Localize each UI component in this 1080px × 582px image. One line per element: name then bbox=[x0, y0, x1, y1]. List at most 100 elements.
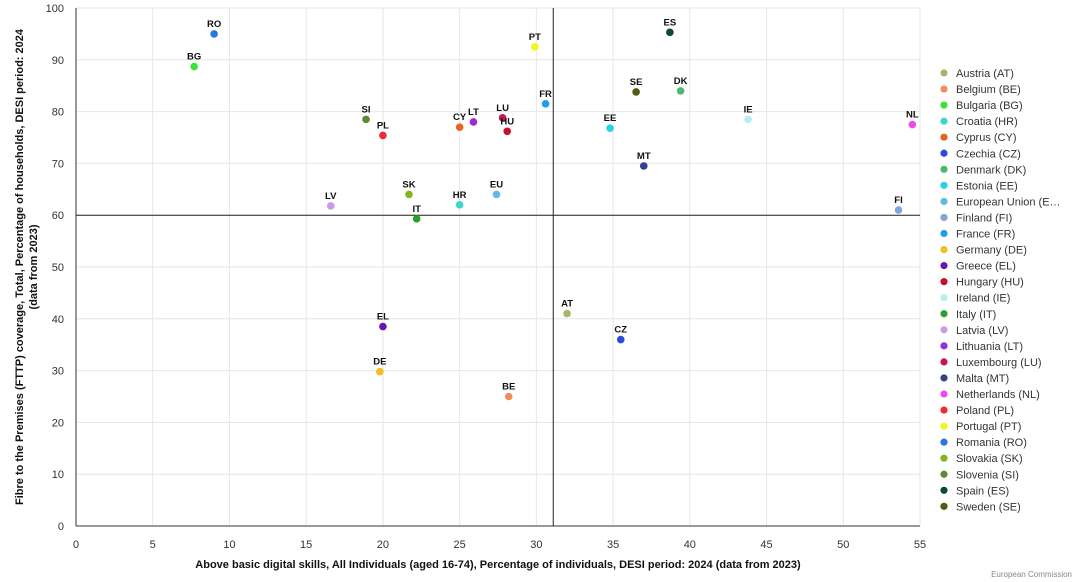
data-point-lu bbox=[498, 114, 507, 122]
legend-item-pt[interactable]: Portugal (PT) bbox=[940, 421, 1021, 433]
legend-item-es[interactable]: Spain (ES) bbox=[940, 485, 1009, 497]
legend-item-lv[interactable]: Latvia (LV) bbox=[940, 325, 1008, 337]
legend-marker bbox=[940, 294, 948, 302]
legend-label: Romania (RO) bbox=[956, 437, 1027, 449]
legend-marker bbox=[940, 149, 948, 157]
x-tick-label: 45 bbox=[760, 539, 772, 551]
data-point-fi bbox=[894, 206, 903, 214]
legend-item-cy[interactable]: Cyprus (CY) bbox=[940, 132, 1017, 144]
point-label-si: SI bbox=[362, 104, 371, 115]
x-axis-ticks: 0 5 10 15 20 25 30 35 40 45 50 55 bbox=[73, 539, 926, 551]
legend-item-sk[interactable]: Slovakia (SK) bbox=[940, 453, 1023, 465]
x-tick-label: 5 bbox=[150, 539, 156, 551]
legend-marker bbox=[940, 229, 948, 238]
legend-marker bbox=[940, 133, 948, 141]
data-point-cy bbox=[455, 123, 464, 131]
point-label-lt: LT bbox=[468, 107, 479, 118]
legend-item-bg[interactable]: Bulgaria (BG) bbox=[940, 100, 1023, 112]
legend-item-fr[interactable]: France (FR) bbox=[940, 229, 1015, 241]
data-point-it bbox=[412, 215, 421, 223]
legend-item-lu[interactable]: Luxembourg (LU) bbox=[940, 357, 1042, 369]
x-tick-label: 50 bbox=[837, 539, 849, 551]
point-label-de: DE bbox=[373, 357, 386, 368]
y-tick-label: 30 bbox=[52, 366, 64, 378]
legend-label: Portugal (PT) bbox=[956, 421, 1021, 433]
legend-item-at[interactable]: Austria (AT) bbox=[940, 68, 1014, 80]
point-label-lv: LV bbox=[325, 191, 337, 202]
legend-label: Malta (MT) bbox=[956, 373, 1009, 385]
x-tick-label: 10 bbox=[223, 539, 235, 551]
x-tick-label: 40 bbox=[684, 539, 696, 551]
legend-item-ro[interactable]: Romania (RO) bbox=[940, 437, 1027, 449]
reference-lines bbox=[76, 8, 920, 526]
source-credit: European Commission bbox=[991, 570, 1072, 579]
legend-marker bbox=[940, 374, 948, 382]
legend-marker bbox=[940, 117, 948, 125]
legend-item-si[interactable]: Slovenia (SI) bbox=[940, 469, 1019, 481]
x-tick-label: 35 bbox=[607, 539, 619, 551]
data-point-dk bbox=[676, 87, 685, 95]
data-points bbox=[190, 28, 917, 401]
legend-item-el[interactable]: Greece (EL) bbox=[940, 261, 1016, 273]
y-axis-title-line-1: Fibre to the Premises (FTTP) coverage, T… bbox=[14, 28, 26, 505]
legend-item-it[interactable]: Italy (IT) bbox=[940, 309, 996, 321]
y-tick-label: 50 bbox=[52, 262, 64, 274]
legend-item-ee[interactable]: Estonia (EE) bbox=[940, 180, 1018, 192]
data-point-es bbox=[666, 28, 674, 37]
point-label-es: ES bbox=[664, 17, 677, 28]
point-label-el: EL bbox=[377, 312, 389, 323]
legend-marker bbox=[940, 85, 948, 93]
legend[interactable]: Austria (AT) Belgium (BE) Bulgaria (BG) Cro… bbox=[940, 68, 1061, 513]
point-label-fr: FR bbox=[539, 89, 552, 100]
x-tick-label: 25 bbox=[454, 539, 466, 551]
point-label-nl: NL bbox=[906, 110, 919, 121]
legend-marker bbox=[940, 438, 948, 446]
point-label-fi: FI bbox=[894, 195, 902, 206]
legend-item-lt[interactable]: Lithuania (LT) bbox=[940, 341, 1023, 353]
legend-item-ie[interactable]: Ireland (IE) bbox=[940, 293, 1010, 305]
legend-item-be[interactable]: Belgium (BE) bbox=[940, 84, 1021, 96]
data-point-hr bbox=[455, 201, 464, 209]
data-point-si bbox=[362, 115, 370, 124]
y-tick-label: 20 bbox=[52, 417, 64, 429]
x-tick-label: 55 bbox=[914, 539, 926, 551]
legend-label: Germany (DE) bbox=[956, 245, 1027, 257]
legend-item-de[interactable]: Germany (DE) bbox=[940, 245, 1027, 257]
legend-label: Sweden (SE) bbox=[956, 501, 1021, 513]
point-label-hr: HR bbox=[453, 190, 467, 201]
legend-item-se[interactable]: Sweden (SE) bbox=[940, 501, 1021, 513]
point-label-ro: RO bbox=[207, 19, 221, 30]
point-label-sk: SK bbox=[402, 179, 415, 190]
legend-item-hr[interactable]: Croatia (HR) bbox=[940, 116, 1018, 128]
x-tick-label: 30 bbox=[530, 539, 542, 551]
data-point-eu bbox=[492, 190, 501, 199]
legend-marker bbox=[940, 406, 948, 414]
legend-item-mt[interactable]: Malta (MT) bbox=[940, 373, 1009, 385]
point-label-eu: EU bbox=[490, 179, 503, 190]
legend-item-eu[interactable]: European Union (E… bbox=[940, 196, 1061, 208]
data-point-pt bbox=[531, 43, 539, 51]
legend-item-cz[interactable]: Czechia (CZ) bbox=[940, 148, 1021, 160]
data-point-be bbox=[504, 392, 513, 401]
data-point-at bbox=[563, 309, 571, 318]
x-tick-label: 0 bbox=[73, 539, 79, 551]
point-label-se: SE bbox=[630, 77, 643, 88]
point-label-hu: HU bbox=[500, 116, 514, 127]
legend-item-dk[interactable]: Denmark (DK) bbox=[940, 164, 1026, 176]
x-tick-label: 15 bbox=[300, 539, 312, 551]
legend-item-nl[interactable]: Netherlands (NL) bbox=[940, 389, 1040, 401]
legend-item-hu[interactable]: Hungary (HU) bbox=[940, 277, 1024, 289]
legend-item-fi[interactable]: Finland (FI) bbox=[940, 212, 1012, 224]
data-point-fr bbox=[541, 100, 550, 108]
legend-marker bbox=[940, 358, 948, 366]
data-point-ie bbox=[744, 115, 752, 124]
data-point-hu bbox=[503, 127, 512, 136]
legend-label: Denmark (DK) bbox=[956, 164, 1026, 176]
legend-marker bbox=[940, 326, 948, 334]
point-label-at: AT bbox=[561, 299, 573, 310]
legend-label: Greece (EL) bbox=[956, 261, 1016, 273]
legend-item-pl[interactable]: Poland (PL) bbox=[940, 405, 1014, 417]
legend-label: Czechia (CZ) bbox=[956, 148, 1021, 160]
legend-marker bbox=[940, 422, 948, 430]
